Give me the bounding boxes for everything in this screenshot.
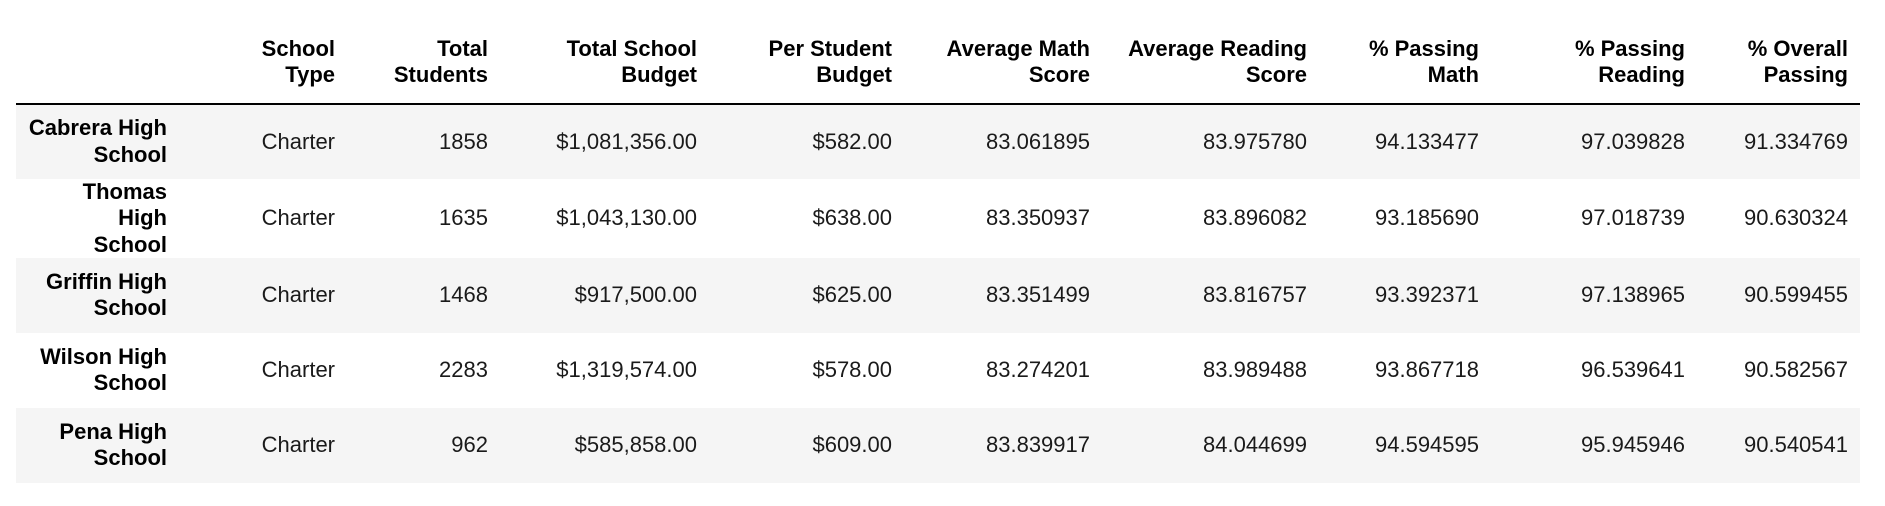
cell-average-math-score: 83.839917 bbox=[986, 432, 1090, 458]
cell-average-math-score: 83.351499 bbox=[986, 282, 1090, 308]
cell-pct-overall-passing: 91.334769 bbox=[1744, 128, 1848, 154]
cell-pct-passing-math: 94.133477 bbox=[1375, 128, 1479, 154]
col-header-average-math-score: Average Math Score bbox=[904, 14, 1102, 105]
cell-pct-passing-math: 94.594595 bbox=[1375, 432, 1479, 458]
col-header-pct-passing-math: % Passing Math bbox=[1319, 14, 1491, 105]
cell-pct-passing-reading: 97.138965 bbox=[1581, 282, 1685, 308]
cell-total-students: 1468 bbox=[439, 282, 488, 308]
cell-total-students: 2283 bbox=[439, 357, 488, 383]
cell-total-students: 962 bbox=[451, 432, 488, 458]
cell-per-student-budget: $638.00 bbox=[812, 205, 892, 231]
row-header-cabrera-high-school: Cabrera High School bbox=[28, 115, 167, 167]
table-row-cabrera: Cabrera High School Charter 1858 $1,081,… bbox=[16, 103, 1860, 179]
cell-total-students: 1858 bbox=[439, 128, 488, 154]
col-header-total-students: Total Students bbox=[347, 14, 500, 105]
cell-total-school-budget: $1,081,356.00 bbox=[556, 128, 697, 154]
col-header-average-reading-score: Average Reading Score bbox=[1102, 14, 1319, 105]
table-row-thomas: Thomas High School Charter 1635 $1,043,1… bbox=[16, 179, 1860, 258]
cell-total-school-budget: $917,500.00 bbox=[574, 282, 697, 308]
cell-pct-passing-reading: 96.539641 bbox=[1581, 357, 1685, 383]
cell-average-reading-score: 83.896082 bbox=[1203, 205, 1307, 231]
cell-pct-passing-reading: 97.039828 bbox=[1581, 128, 1685, 154]
col-header-pct-overall-passing: % Overall Passing bbox=[1697, 14, 1860, 105]
cell-total-students: 1635 bbox=[439, 205, 488, 231]
cell-school-type: Charter bbox=[261, 432, 335, 458]
col-header-school-type: School Type bbox=[179, 14, 347, 105]
table-row-griffin: Griffin High School Charter 1468 $917,50… bbox=[16, 257, 1860, 333]
cell-total-school-budget: $585,858.00 bbox=[574, 432, 697, 458]
cell-average-math-score: 83.350937 bbox=[986, 205, 1090, 231]
cell-average-math-score: 83.061895 bbox=[986, 128, 1090, 154]
cell-school-type: Charter bbox=[261, 128, 335, 154]
row-header-griffin-high-school: Griffin High School bbox=[46, 269, 167, 321]
table-row-wilson: Wilson High School Charter 2283 $1,319,5… bbox=[16, 333, 1860, 408]
cell-pct-passing-math: 93.185690 bbox=[1375, 205, 1479, 231]
cell-pct-passing-math: 93.392371 bbox=[1375, 282, 1479, 308]
notebook-output: School Type Total Students Total School … bbox=[16, 14, 1860, 483]
cell-average-reading-score: 83.989488 bbox=[1203, 357, 1307, 383]
col-header-per-student-budget: Per Student Budget bbox=[709, 14, 904, 105]
col-header-total-school-budget: Total School Budget bbox=[500, 14, 709, 105]
index-corner-cell bbox=[16, 14, 179, 105]
cell-pct-passing-reading: 95.945946 bbox=[1581, 432, 1685, 458]
table-row-pena: Pena High School Charter 962 $585,858.00… bbox=[16, 407, 1860, 483]
cell-pct-passing-math: 93.867718 bbox=[1375, 357, 1479, 383]
cell-pct-overall-passing: 90.540541 bbox=[1744, 432, 1848, 458]
cell-per-student-budget: $578.00 bbox=[812, 357, 892, 383]
cell-average-math-score: 83.274201 bbox=[986, 357, 1090, 383]
cell-average-reading-score: 83.975780 bbox=[1203, 128, 1307, 154]
cell-pct-passing-reading: 97.018739 bbox=[1581, 205, 1685, 231]
row-header-thomas-high-school: Thomas High School bbox=[82, 178, 167, 257]
schools-table: School Type Total Students Total School … bbox=[16, 14, 1860, 483]
cell-average-reading-score: 84.044699 bbox=[1203, 432, 1307, 458]
cell-pct-overall-passing: 90.582567 bbox=[1744, 357, 1848, 383]
col-header-pct-passing-reading: % Passing Reading bbox=[1491, 14, 1697, 105]
header-row: School Type Total Students Total School … bbox=[16, 14, 1860, 105]
cell-total-school-budget: $1,319,574.00 bbox=[556, 357, 697, 383]
row-header-wilson-high-school: Wilson High School bbox=[40, 344, 167, 396]
cell-pct-overall-passing: 90.599455 bbox=[1744, 282, 1848, 308]
cell-per-student-budget: $609.00 bbox=[812, 432, 892, 458]
cell-per-student-budget: $582.00 bbox=[812, 128, 892, 154]
cell-school-type: Charter bbox=[261, 357, 335, 383]
row-header-pena-high-school: Pena High School bbox=[59, 419, 167, 471]
cell-average-reading-score: 83.816757 bbox=[1203, 282, 1307, 308]
cell-school-type: Charter bbox=[261, 282, 335, 308]
cell-total-school-budget: $1,043,130.00 bbox=[556, 205, 697, 231]
cell-pct-overall-passing: 90.630324 bbox=[1744, 205, 1848, 231]
cell-school-type: Charter bbox=[261, 205, 335, 231]
cell-per-student-budget: $625.00 bbox=[812, 282, 892, 308]
